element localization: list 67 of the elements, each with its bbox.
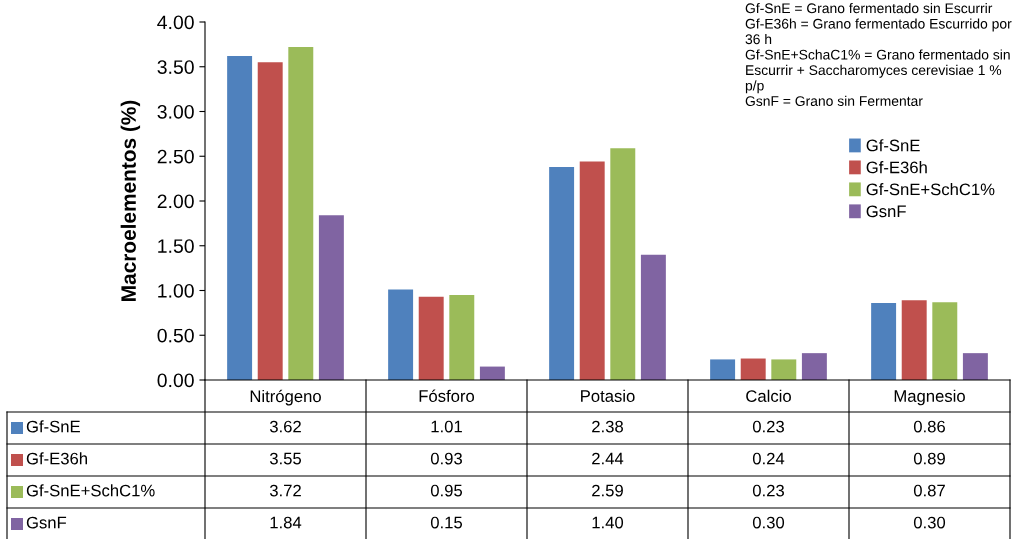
bar: [771, 359, 797, 380]
legend-label: GsnF: [866, 205, 906, 218]
data-label: 0.23: [752, 484, 784, 497]
data-label: 0.30: [752, 516, 785, 529]
bar: [418, 296, 444, 380]
text: GsnF: [26, 516, 67, 529]
y-tick-label: 4.00: [157, 15, 194, 30]
data-label: 2.44: [592, 452, 624, 465]
bar: [871, 303, 897, 380]
bar: [257, 62, 283, 380]
bar: [318, 215, 344, 380]
y-axis-title: Macroelementos (%): [120, 100, 141, 301]
data-label: 1.84: [270, 516, 302, 529]
bar: [710, 359, 736, 380]
y-tick-label: 1.50: [158, 239, 194, 253]
y-tick-label: 3.00: [157, 104, 194, 119]
y-tick-label: 1.00: [158, 283, 194, 298]
data-label: 0.23: [752, 420, 784, 433]
y-tick-label: 0.50: [157, 328, 194, 343]
data-label: 0.24: [752, 452, 785, 465]
legend-label: Gf-SnE+SchC1%: [866, 183, 995, 196]
data-label: 2.38: [592, 420, 623, 433]
annotation: Gf-SnE+SchaC1% = Grano fermentado sin Escurrir + Saccharomyces cerevisiae 1 % p/p: [745, 49, 1010, 94]
bar: [640, 254, 666, 380]
bar: [449, 294, 475, 380]
bar: [740, 358, 766, 380]
data-label: 0.86: [913, 420, 945, 433]
legend-label: Gf-SnE: [866, 139, 920, 152]
text: Gf-SnE+SchC1%: [26, 484, 155, 497]
bar: [227, 56, 253, 380]
bar: [901, 300, 927, 380]
legend-label: Gf-E36h: [866, 161, 927, 174]
bar: [610, 148, 636, 380]
y-tick-label: 2.00: [157, 194, 194, 209]
bar: [801, 353, 827, 380]
data-label: 1.40: [592, 516, 624, 529]
text: Gf-SnE: [26, 420, 80, 433]
annotation: Gf-E36h = Grano fermentado Escurrido por 36 h: [745, 18, 1012, 45]
data-label: 0.30: [913, 516, 946, 529]
bar: [288, 47, 314, 380]
y-tick-label: 2.50: [157, 149, 194, 164]
text: Gf-SnE = Grano fermentado sin Escurrir: [745, 3, 993, 14]
bar: [388, 289, 414, 380]
bar: [479, 366, 505, 380]
data-label: 3.62: [269, 420, 301, 433]
text: Gf-E36h: [26, 452, 87, 465]
data-label: 1.01: [431, 420, 462, 433]
bar: [962, 353, 988, 380]
x-tick-label: Magnesio: [894, 389, 965, 406]
data-label: 2.59: [592, 484, 623, 497]
data-label: 3.72: [269, 484, 301, 497]
x-tick-label: Fósforo: [419, 389, 475, 402]
data-label: 0.95: [430, 484, 463, 497]
x-tick-label: Nitrógeno: [250, 389, 321, 406]
bar: [549, 166, 575, 380]
data-label: 3.55: [269, 452, 302, 465]
data-label: 0.89: [913, 452, 945, 465]
data-label: 0.93: [430, 452, 462, 465]
x-tick-label: Calcio: [746, 389, 791, 402]
bar: [932, 302, 958, 380]
data-label: 0.15: [430, 516, 463, 529]
y-tick-label: 0.00: [157, 373, 194, 388]
x-tick-label: Potasio: [581, 389, 635, 402]
annotation: GsnF = Grano sin Fermentar: [745, 95, 923, 106]
y-tick-label: 3.50: [157, 60, 194, 74]
data-label: 0.87: [913, 484, 945, 497]
bar: [579, 161, 605, 380]
